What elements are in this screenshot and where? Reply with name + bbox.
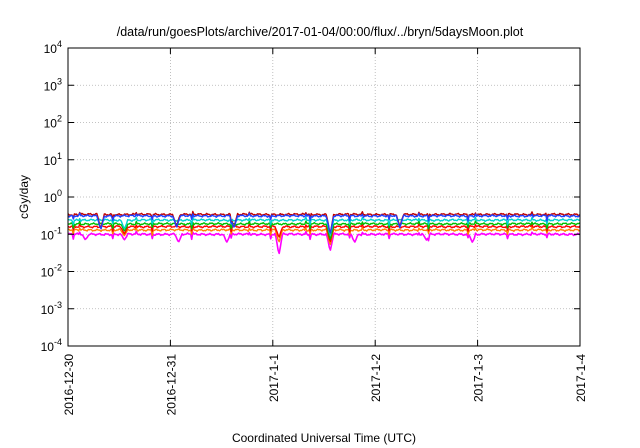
y-tick-label: 100 <box>44 188 62 205</box>
series-line <box>67 210 581 234</box>
x-axis: 2016-12-30 2016-12-31 2017-1-1 2017-1-2 2017… <box>62 48 588 415</box>
y-tick-label: 103 <box>44 76 62 93</box>
grid <box>68 48 580 346</box>
y-tick-label: 10-1 <box>41 225 62 242</box>
series-line <box>68 220 581 240</box>
series-group <box>67 210 581 255</box>
series-line <box>67 223 581 243</box>
series-line <box>67 230 580 255</box>
y-tick-label: 10-4 <box>41 337 62 354</box>
x-tick-label: 2017-1-3 <box>472 354 486 402</box>
y-axis-label: cGy/day <box>17 175 31 219</box>
chart-title: /data/run/goesPlots/archive/2017-01-04/0… <box>117 25 524 39</box>
series-line <box>67 226 581 246</box>
x-tick-label: 2017-1-1 <box>267 354 281 402</box>
y-tick-label: 10-3 <box>41 300 62 317</box>
y-tick-label: 104 <box>44 39 62 56</box>
x-tick-label: 2016-12-31 <box>164 354 178 416</box>
series-line <box>67 212 581 234</box>
series-line <box>67 216 581 236</box>
x-axis-label: Coordinated Universal Time (UTC) <box>232 431 416 445</box>
x-tick-label: 2017-1-2 <box>369 354 383 402</box>
y-axis: 10-4 10-3 10-2 10-1 100 101 102 103 104 <box>41 39 580 354</box>
y-tick-label: 10-2 <box>41 263 62 280</box>
x-tick-label: 2017-1-4 <box>574 354 588 402</box>
y-tick-label: 101 <box>44 151 62 168</box>
y-tick-label: 102 <box>44 114 62 131</box>
x-tick-label: 2016-12-30 <box>62 354 76 416</box>
